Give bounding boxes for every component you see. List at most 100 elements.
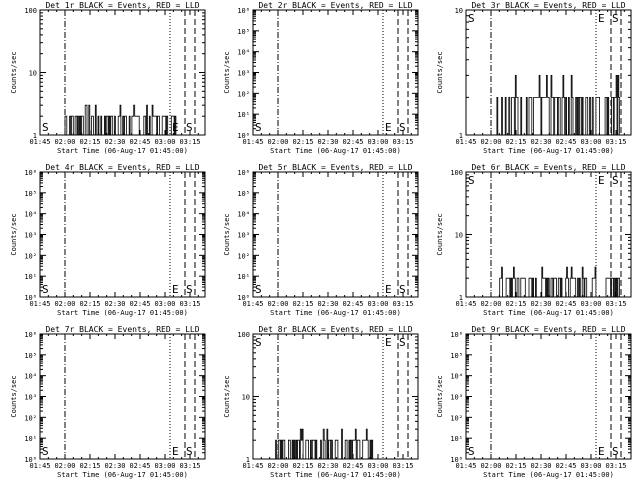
saa-marker-label: S	[612, 12, 619, 25]
y-tick-label: 10²	[24, 252, 37, 260]
x-tick-label: 02:45	[342, 462, 363, 470]
y-tick-label: 10	[455, 232, 463, 240]
y-tick-label: 10⁴	[237, 49, 250, 57]
plot-title: Det 1r BLACK = Events, RED = LLD	[45, 1, 199, 10]
detector-plot-5: Det 5r BLACK = Events, RED = LLD 01:45 02:…	[223, 163, 419, 317]
x-tick-label: 02:15	[79, 462, 100, 470]
x-tick-label: 03:15	[392, 462, 413, 470]
y-tick-label: 10²	[24, 414, 37, 422]
y-tick-label: 10⁴	[24, 373, 37, 381]
x-tick-label: 02:00	[480, 300, 501, 308]
x-tick-label: 03:00	[154, 138, 175, 146]
x-tick-label: 03:00	[580, 300, 601, 308]
x-tick-label: 01:45	[455, 462, 476, 470]
x-axis-label: Start Time (06-Aug-17 01:45:00)	[270, 309, 401, 317]
x-tick-label: 02:00	[480, 462, 501, 470]
start-marker-label: S	[42, 283, 49, 296]
x-tick-label: 02:30	[104, 462, 125, 470]
x-tick-label: 02:30	[104, 300, 125, 308]
y-axis-label: Counts/sec	[436, 213, 444, 255]
end-marker-label: E	[172, 445, 179, 458]
x-tick-label: 02:00	[54, 138, 75, 146]
x-tick-label: 03:00	[367, 138, 388, 146]
x-tick-label: 02:45	[555, 138, 576, 146]
x-axis-label: Start Time (06-Aug-17 01:45:00)	[270, 471, 401, 479]
y-tick-label: 1	[33, 132, 37, 140]
y-tick-label: 10⁶	[237, 7, 250, 15]
y-axis-label: Counts/sec	[436, 375, 444, 417]
x-tick-label: 02:45	[555, 300, 576, 308]
x-tick-label: 02:15	[292, 300, 313, 308]
x-tick-label: 01:45	[242, 462, 263, 470]
plot-title: Det 6r BLACK = Events, RED = LLD	[471, 163, 625, 172]
x-axis-label: Start Time (06-Aug-17 01:45:00)	[57, 471, 188, 479]
x-tick-label: 03:15	[392, 138, 413, 146]
detector-plot-4: Det 4r BLACK = Events, RED = LLD 01:45 02:…	[10, 163, 206, 317]
x-tick-label: 02:00	[267, 462, 288, 470]
y-tick-label: 10¹	[450, 435, 463, 443]
end-marker-label: E	[598, 12, 605, 25]
saa-marker-label: S	[399, 336, 406, 349]
x-tick-label: 03:00	[154, 300, 175, 308]
y-tick-label: 10⁴	[24, 211, 37, 219]
y-tick-label: 10⁶	[24, 169, 37, 177]
y-tick-label: 10⁵	[24, 352, 37, 360]
saa-marker-label: S	[399, 283, 406, 296]
x-tick-label: 03:15	[179, 462, 200, 470]
x-axis-label: Start Time (06-Aug-17 01:45:00)	[483, 147, 614, 155]
y-tick-label: 10⁰	[24, 294, 37, 302]
events-series-line	[496, 266, 621, 298]
x-tick-label: 02:45	[129, 300, 150, 308]
y-axis-label: Counts/sec	[223, 375, 231, 417]
x-tick-label: 03:00	[154, 462, 175, 470]
x-tick-label: 01:45	[455, 138, 476, 146]
end-marker-label: E	[385, 121, 392, 134]
x-tick-label: 01:45	[242, 138, 263, 146]
detector-plot-8: Det 8r BLACK = Events, RED = LLD 01:45 02:…	[223, 325, 419, 479]
y-tick-label: 10⁰	[237, 294, 250, 302]
x-tick-label: 02:00	[54, 300, 75, 308]
saa-marker-label: S	[399, 121, 406, 134]
y-axis-label: Counts/sec	[10, 375, 18, 417]
y-tick-label: 1	[459, 132, 463, 140]
x-tick-label: 03:15	[605, 462, 626, 470]
plot-frame	[252, 171, 419, 298]
start-marker-label: S	[468, 12, 475, 25]
plot-title: Det 8r BLACK = Events, RED = LLD	[258, 325, 412, 334]
y-tick-label: 10⁰	[237, 132, 250, 140]
plot-title: Det 7r BLACK = Events, RED = LLD	[45, 325, 199, 334]
start-marker-label: S	[42, 121, 49, 134]
x-tick-label: 02:30	[530, 300, 551, 308]
x-tick-label: 02:30	[530, 138, 551, 146]
y-tick-label: 10	[455, 7, 463, 15]
x-axis-label: Start Time (06-Aug-17 01:45:00)	[483, 309, 614, 317]
detector-plot-9: Det 9r BLACK = Events, RED = LLD 01:45 02:…	[436, 325, 632, 479]
y-tick-label: 10³	[24, 232, 37, 240]
plot-title: Det 9r BLACK = Events, RED = LLD	[471, 325, 625, 334]
x-tick-label: 02:45	[342, 300, 363, 308]
plot-title: Det 3r BLACK = Events, RED = LLD	[471, 1, 625, 10]
x-tick-label: 03:00	[367, 300, 388, 308]
x-tick-label: 02:15	[79, 300, 100, 308]
y-tick-label: 10²	[237, 252, 250, 260]
x-tick-label: 02:45	[129, 138, 150, 146]
detector-plot-2: Det 2r BLACK = Events, RED = LLD 01:45 02:…	[223, 1, 419, 155]
x-tick-label: 02:30	[317, 138, 338, 146]
x-tick-label: 02:00	[54, 462, 75, 470]
saa-marker-label: S	[186, 283, 193, 296]
x-tick-label: 02:00	[480, 138, 501, 146]
y-tick-label: 10⁶	[237, 169, 250, 177]
x-tick-label: 03:15	[179, 138, 200, 146]
y-axis-label: Counts/sec	[223, 51, 231, 93]
y-tick-label: 100	[237, 331, 250, 339]
start-marker-label: S	[255, 121, 262, 134]
x-axis-label: Start Time (06-Aug-17 01:45:00)	[57, 147, 188, 155]
y-tick-label: 10¹	[24, 273, 37, 281]
x-tick-label: 03:15	[392, 300, 413, 308]
y-tick-label: 10⁵	[237, 190, 250, 198]
start-marker-label: S	[468, 445, 475, 458]
y-tick-label: 10¹	[237, 111, 250, 119]
end-marker-label: E	[598, 445, 605, 458]
end-marker-label: E	[598, 174, 605, 187]
detector-plot-6: Det 6r BLACK = Events, RED = LLD 01:45 02:…	[436, 163, 632, 317]
